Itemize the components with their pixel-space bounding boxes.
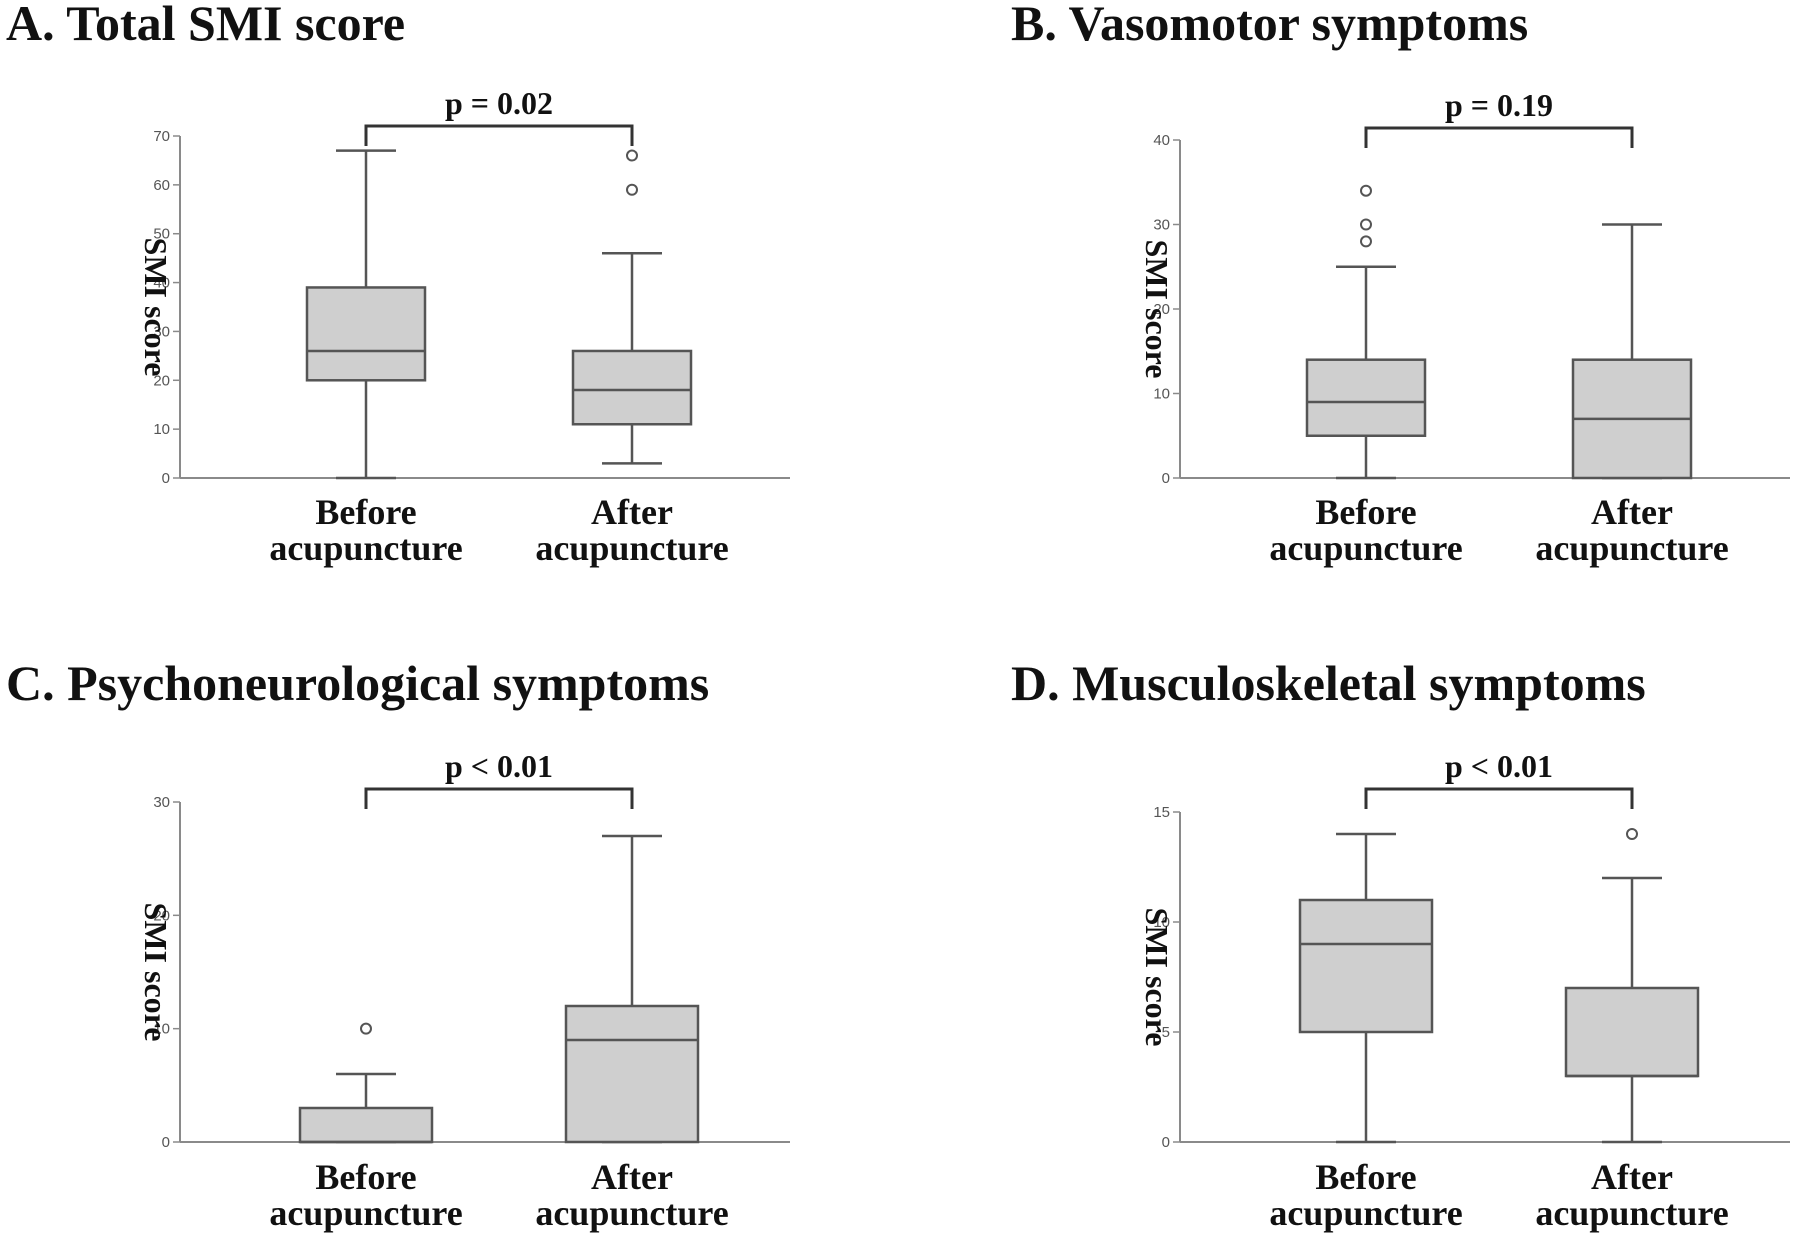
box-after xyxy=(1571,223,1693,480)
category-label-line1: Before xyxy=(1315,492,1416,532)
y-axis-label: SMI score xyxy=(138,238,174,377)
panel-b: B. Vasomotor symptoms 0 10 20 30 40 SMI score B… xyxy=(1011,0,1790,568)
p-value-label: p = 0.19 xyxy=(1445,87,1553,123)
p-value-label: p < 0.01 xyxy=(445,748,553,784)
category-label-line1: After xyxy=(1591,492,1673,532)
panel-title: D. Musculoskeletal symptoms xyxy=(1011,655,1646,711)
iqr-box xyxy=(298,1106,434,1144)
iqr-box xyxy=(571,349,693,426)
iqr-box xyxy=(1298,898,1434,1034)
y-tick-label: 0 xyxy=(1162,1134,1170,1151)
panel-title: C. Psychoneurological symptoms xyxy=(6,655,709,711)
y-tick-label: 40 xyxy=(1153,132,1170,149)
y-tick-label: 10 xyxy=(1153,914,1170,931)
category-label-line2: acupuncture xyxy=(535,528,728,568)
category-label-line1: After xyxy=(591,492,673,532)
y-tick-label: 70 xyxy=(153,128,170,145)
box-before xyxy=(1298,832,1434,1144)
category-label-line2: acupuncture xyxy=(1535,1193,1728,1233)
box-before xyxy=(305,149,427,480)
significance-bracket xyxy=(1364,126,1634,148)
box-before xyxy=(1305,184,1427,480)
box-before xyxy=(298,1022,434,1144)
outlier-point xyxy=(1360,235,1372,248)
y-tick-label: 20 xyxy=(1153,301,1170,318)
outlier-point xyxy=(1626,828,1638,840)
y-tick-label: 15 xyxy=(1153,804,1170,821)
category-label-line2: acupuncture xyxy=(1269,1193,1462,1233)
iqr-box xyxy=(564,1004,700,1144)
category-label-line1: Before xyxy=(1315,1157,1416,1197)
p-value-label: p = 0.02 xyxy=(445,85,553,121)
category-label-line1: After xyxy=(1591,1157,1673,1197)
iqr-box xyxy=(1564,986,1700,1078)
iqr-box xyxy=(1305,358,1427,438)
y-tick-label: 30 xyxy=(1153,217,1170,234)
outlier-point xyxy=(626,183,638,196)
y-tick-label: 10 xyxy=(153,1021,170,1038)
significance-bracket xyxy=(364,124,634,146)
y-axis-label: SMI score xyxy=(1139,908,1175,1047)
y-tick-label: 0 xyxy=(1162,470,1170,487)
outlier-point xyxy=(360,1022,372,1035)
panel-c: C. Psychoneurological symptoms 0 10 20 30 SMI… xyxy=(6,655,790,1233)
p-value-label: p < 0.01 xyxy=(1445,748,1553,784)
panel-title: B. Vasomotor symptoms xyxy=(1011,0,1528,51)
y-tick-label: 60 xyxy=(153,177,170,194)
significance-bracket xyxy=(1364,787,1634,809)
category-label-line2: acupuncture xyxy=(1535,528,1728,568)
category-label-line1: After xyxy=(591,1157,673,1197)
y-tick-label: 40 xyxy=(153,275,170,292)
significance-bracket xyxy=(364,787,634,809)
category-label-line1: Before xyxy=(315,1157,416,1197)
y-tick-label: 20 xyxy=(153,907,170,924)
y-tick-label: 30 xyxy=(153,323,170,340)
y-tick-label: 5 xyxy=(1162,1024,1170,1041)
category-label-line2: acupuncture xyxy=(269,1193,462,1233)
outlier-point xyxy=(626,149,638,162)
category-label-line2: acupuncture xyxy=(1269,528,1462,568)
y-tick-label: 30 xyxy=(153,794,170,811)
panel-title: A. Total SMI score xyxy=(6,0,405,51)
y-tick-label: 10 xyxy=(1153,386,1170,403)
box-after xyxy=(564,834,700,1144)
y-tick-label: 10 xyxy=(153,421,170,438)
y-tick-label: 50 xyxy=(153,226,170,243)
y-axis-label: SMI score xyxy=(138,903,174,1042)
y-axis-label: SMI score xyxy=(1139,240,1175,379)
outlier-point xyxy=(1360,218,1372,231)
category-label-line2: acupuncture xyxy=(535,1193,728,1233)
box-after xyxy=(571,149,693,465)
iqr-box xyxy=(305,286,427,382)
panel-d: D. Musculoskeletal symptoms 0 5 10 15 SMI sco… xyxy=(1011,655,1790,1233)
box-after xyxy=(1564,828,1700,1144)
outlier-point xyxy=(1360,184,1372,197)
y-tick-label: 20 xyxy=(153,372,170,389)
category-label-line1: Before xyxy=(315,492,416,532)
panel-a: A. Total SMI score 0 10 20 30 40 50 60 70 SMI sco… xyxy=(6,0,790,568)
category-label-line2: acupuncture xyxy=(269,528,462,568)
y-tick-label: 0 xyxy=(162,1134,170,1151)
y-tick-label: 0 xyxy=(162,470,170,487)
